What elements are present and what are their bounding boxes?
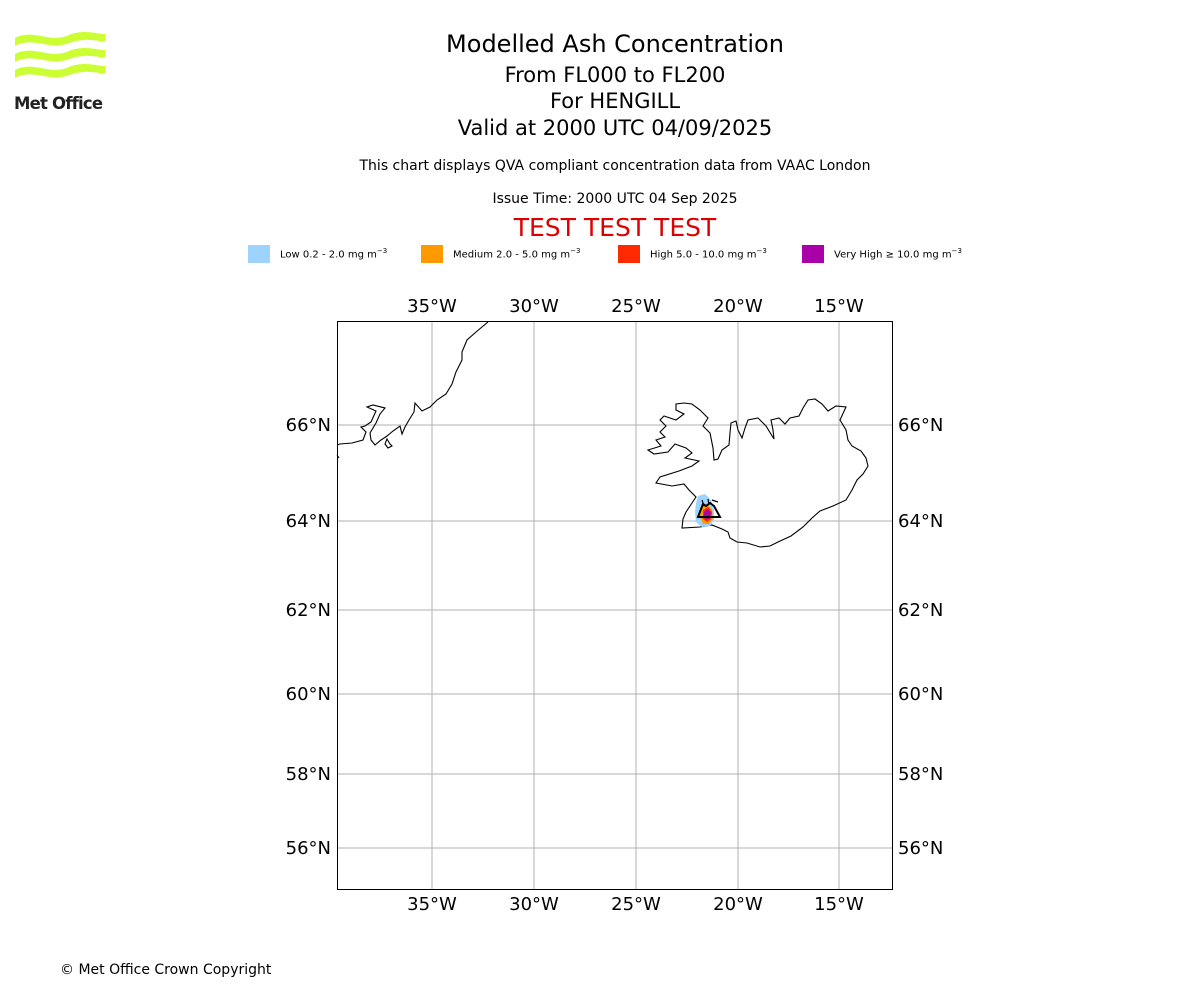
copyright-notice: © Met Office Crown Copyright bbox=[60, 962, 272, 978]
chart-description: This chart displays QVA compliant concen… bbox=[359, 158, 871, 174]
lat-tick-label-left: 56°N bbox=[286, 838, 331, 859]
legend-label-very-high: Very High ≥ 10.0 mg m bbox=[834, 249, 952, 261]
legend-swatch-high bbox=[618, 245, 640, 263]
iceland-coastline bbox=[646, 398, 869, 548]
lat-tick-label-left: 66°N bbox=[286, 415, 331, 436]
lat-tick-label-right: 62°N bbox=[898, 600, 943, 621]
lon-tick-label-bottom: 30°W bbox=[509, 894, 559, 915]
legend-item-low: Low 0.2 - 2.0 mg m−3 bbox=[248, 245, 387, 263]
legend-item-medium: Medium 2.0 - 5.0 mg m−3 bbox=[421, 245, 580, 263]
lat-tick-label-right: 58°N bbox=[898, 764, 943, 785]
lon-tick-label-bottom: 15°W bbox=[814, 894, 864, 915]
test-banner: TEST TEST TEST bbox=[513, 213, 717, 242]
legend-swatch-very-high bbox=[802, 245, 824, 263]
legend-label-high: High 5.0 - 10.0 mg m bbox=[650, 249, 757, 261]
chart-title: Modelled Ash Concentration bbox=[446, 30, 784, 58]
lat-tick-label-right: 56°N bbox=[898, 838, 943, 859]
lat-tick-label-right: 64°N bbox=[898, 511, 943, 532]
lon-tick-label-top: 25°W bbox=[611, 296, 661, 317]
met-office-logo: Met Office bbox=[14, 32, 105, 112]
volcano-name: For HENGILL bbox=[549, 89, 681, 113]
issue-time: Issue Time: 2000 UTC 04 Sep 2025 bbox=[492, 191, 738, 207]
greenland-coastline bbox=[336, 321, 489, 446]
legend-label-low: Low 0.2 - 2.0 mg m bbox=[280, 249, 377, 261]
legend-item-high: High 5.0 - 10.0 mg m−3 bbox=[618, 245, 767, 263]
legend-item-very-high: Very High ≥ 10.0 mg m−3 bbox=[802, 245, 962, 263]
lon-tick-label-top: 20°W bbox=[713, 296, 763, 317]
flight-level-range: From FL000 to FL200 bbox=[504, 63, 726, 87]
lat-tick-label-left: 58°N bbox=[286, 764, 331, 785]
lon-tick-label-top: 35°W bbox=[407, 296, 457, 317]
lon-tick-label-bottom: 35°W bbox=[407, 894, 457, 915]
ash-plume bbox=[695, 494, 722, 527]
legend-swatch-medium bbox=[421, 245, 443, 263]
legend-label-medium: Medium 2.0 - 5.0 mg m bbox=[453, 249, 571, 261]
map-tick-labels: 35°W 35°W 30°W 30°W 25°W 25°W 20°W 20°W 15°W 15°W… bbox=[286, 296, 944, 915]
lon-tick-label-top: 30°W bbox=[509, 296, 559, 317]
lon-tick-label-bottom: 25°W bbox=[611, 894, 661, 915]
lat-tick-label-right: 60°N bbox=[898, 684, 943, 705]
logo-waves-icon bbox=[15, 32, 105, 78]
logo-text: Met Office bbox=[14, 94, 103, 112]
lat-tick-label-left: 64°N bbox=[286, 511, 331, 532]
lon-tick-label-bottom: 20°W bbox=[713, 894, 763, 915]
greenland-coastline-2 bbox=[384, 437, 393, 449]
map-frame bbox=[337, 321, 893, 890]
legend-swatch-low bbox=[248, 245, 270, 263]
lat-tick-label-left: 60°N bbox=[286, 684, 331, 705]
valid-time: Valid at 2000 UTC 04/09/2025 bbox=[457, 116, 773, 140]
plume-tick-marks bbox=[701, 498, 719, 507]
lat-tick-label-right: 66°N bbox=[898, 415, 943, 436]
map-graticule bbox=[337, 321, 893, 890]
lon-tick-label-top: 15°W bbox=[814, 296, 864, 317]
lat-tick-label-left: 62°N bbox=[286, 600, 331, 621]
